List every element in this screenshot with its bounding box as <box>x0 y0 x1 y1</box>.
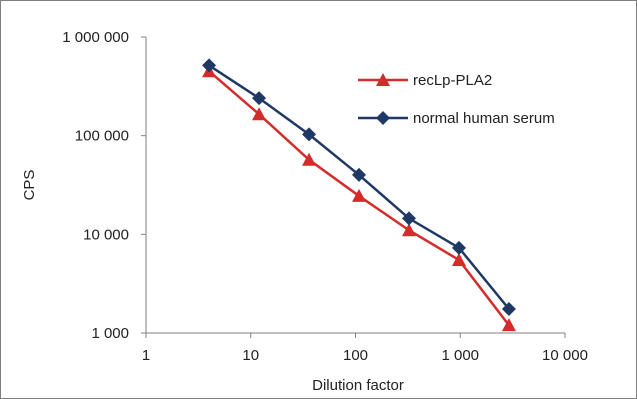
data-point <box>202 58 217 73</box>
data-point <box>501 302 516 317</box>
y-axis: 1 000 10 000 100 000 1 000 000 <box>62 29 147 342</box>
data-point <box>401 223 416 237</box>
x-tick-label: 10 <box>242 347 259 364</box>
legend: recLp-PLA2 normal human serum <box>358 72 555 127</box>
series-line <box>208 64 510 310</box>
y-tick-label: 10 000 <box>83 226 129 243</box>
x-tick-label: 100 <box>343 347 368 364</box>
data-point <box>451 240 466 255</box>
series-1 <box>202 58 516 317</box>
data-point <box>302 152 317 166</box>
legend-label: normal human serum <box>413 110 555 127</box>
legend-item: normal human serum <box>358 110 555 127</box>
x-tick-label: 1 <box>142 347 150 364</box>
data-point <box>501 318 516 332</box>
x-axis-title: Dilution factor <box>312 377 404 394</box>
y-axis-title: CPS <box>21 170 38 201</box>
x-axis: 1 10 100 1 000 10 000 <box>142 332 588 364</box>
legend-marker <box>376 111 390 125</box>
data-point <box>352 167 367 182</box>
data-point <box>451 252 466 266</box>
data-point <box>252 107 267 121</box>
x-tick-label: 10 000 <box>542 347 588 364</box>
x-tick-label: 1 000 <box>441 347 479 364</box>
series-0 <box>202 64 516 332</box>
y-tick-label: 1 000 <box>91 325 129 342</box>
legend-marker <box>376 73 390 86</box>
data-point <box>302 127 317 142</box>
series-layer <box>202 58 516 332</box>
data-point <box>401 211 416 226</box>
legend-label: recLp-PLA2 <box>413 72 492 89</box>
legend-item: recLp-PLA2 <box>358 72 492 89</box>
data-point <box>252 91 267 106</box>
y-tick-label: 100 000 <box>75 128 129 145</box>
data-point <box>352 188 367 202</box>
y-tick-label: 1 000 000 <box>62 29 129 46</box>
